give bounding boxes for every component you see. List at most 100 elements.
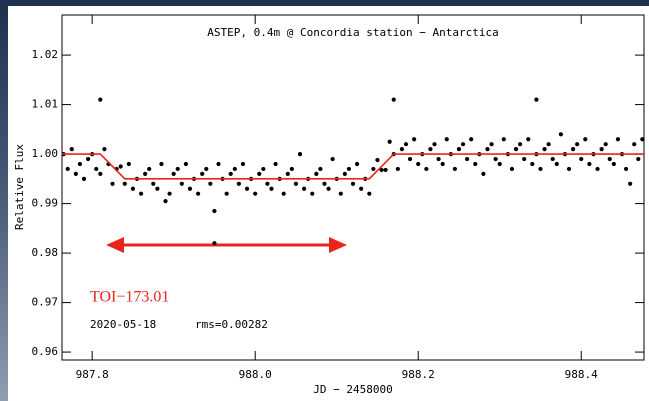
data-point — [147, 166, 152, 172]
data-point — [481, 171, 486, 176]
data-point — [265, 181, 270, 186]
data-point — [579, 156, 584, 162]
data-point — [118, 164, 123, 169]
data-point — [387, 139, 392, 144]
data-point — [436, 156, 441, 162]
data-point — [171, 171, 176, 176]
data-point — [456, 147, 462, 152]
data-point — [163, 199, 168, 204]
data-point — [77, 161, 83, 167]
data-point — [338, 191, 343, 196]
data-point — [257, 171, 262, 176]
data-point — [518, 142, 523, 147]
data-point — [102, 147, 107, 152]
data-point — [167, 191, 172, 196]
data-point — [632, 142, 637, 147]
data-point — [399, 147, 405, 152]
data-point — [232, 166, 237, 172]
data-point — [253, 191, 258, 196]
data-point — [224, 191, 229, 196]
data-point — [383, 167, 388, 173]
data-point — [240, 161, 246, 167]
data-point — [497, 161, 502, 167]
data-point — [196, 191, 201, 196]
data-point — [526, 137, 531, 142]
x-tick-label: 987.8 — [76, 368, 109, 381]
data-point — [391, 97, 396, 102]
data-point — [346, 166, 352, 172]
data-point — [183, 161, 188, 167]
data-point — [522, 156, 527, 162]
data-point — [301, 186, 307, 191]
data-point — [403, 142, 409, 147]
data-point — [538, 166, 543, 172]
data-point — [558, 132, 563, 137]
data-point — [200, 171, 205, 176]
data-point — [322, 181, 327, 186]
arrow-head — [329, 237, 347, 253]
data-point — [69, 147, 74, 152]
data-point — [416, 161, 421, 167]
arrow-head — [106, 237, 124, 253]
data-point — [122, 181, 127, 186]
data-point — [289, 166, 294, 172]
y-tick-label: 1.02 — [32, 48, 59, 61]
data-point — [326, 186, 331, 191]
data-point — [583, 137, 588, 142]
data-point — [98, 171, 103, 176]
data-point — [228, 171, 233, 176]
data-point — [469, 137, 474, 142]
data-point — [412, 137, 417, 142]
annotation: rms=0.00282 — [195, 318, 268, 331]
x-tick-label: 988.4 — [565, 368, 598, 381]
data-point — [318, 166, 323, 172]
data-point — [623, 166, 629, 172]
data-point — [615, 137, 621, 142]
data-point — [371, 166, 376, 172]
y-tick-label: 0.99 — [32, 197, 59, 210]
data-point — [350, 181, 356, 186]
data-point — [98, 97, 103, 102]
data-point — [452, 166, 457, 172]
data-point — [534, 97, 539, 102]
chart-panel — [8, 6, 649, 401]
plot-frame — [61, 14, 645, 361]
data-point — [216, 161, 221, 167]
data-point — [244, 186, 250, 191]
data-point — [444, 137, 449, 142]
data-point — [130, 186, 136, 191]
data-point — [143, 171, 148, 176]
data-point — [285, 171, 290, 176]
data-point — [493, 156, 498, 162]
data-point — [73, 171, 78, 176]
duration-arrow — [106, 237, 347, 253]
data-point — [611, 161, 616, 167]
data-point — [485, 147, 490, 152]
data-point — [595, 166, 600, 172]
data-point — [465, 156, 470, 162]
data-point — [212, 241, 217, 246]
data-point — [314, 171, 319, 176]
data-point — [297, 151, 303, 157]
data-point — [489, 142, 494, 147]
data-point — [542, 147, 547, 152]
data-point — [570, 147, 576, 152]
data-point — [110, 181, 115, 186]
data-point — [65, 166, 70, 172]
data-point — [473, 161, 478, 167]
x-axis-label: JD − 2458000 — [313, 383, 392, 396]
x-tick-label: 988.2 — [402, 368, 435, 381]
data-point — [85, 156, 91, 162]
data-point — [342, 171, 347, 176]
data-point — [460, 142, 466, 147]
data-point — [375, 157, 380, 163]
data-point — [550, 156, 555, 162]
data-point — [293, 181, 299, 186]
data-point — [138, 191, 144, 196]
data-point — [575, 142, 580, 147]
data-point — [330, 156, 335, 162]
y-tick-label: 1.00 — [32, 147, 59, 160]
data-point — [501, 137, 506, 142]
